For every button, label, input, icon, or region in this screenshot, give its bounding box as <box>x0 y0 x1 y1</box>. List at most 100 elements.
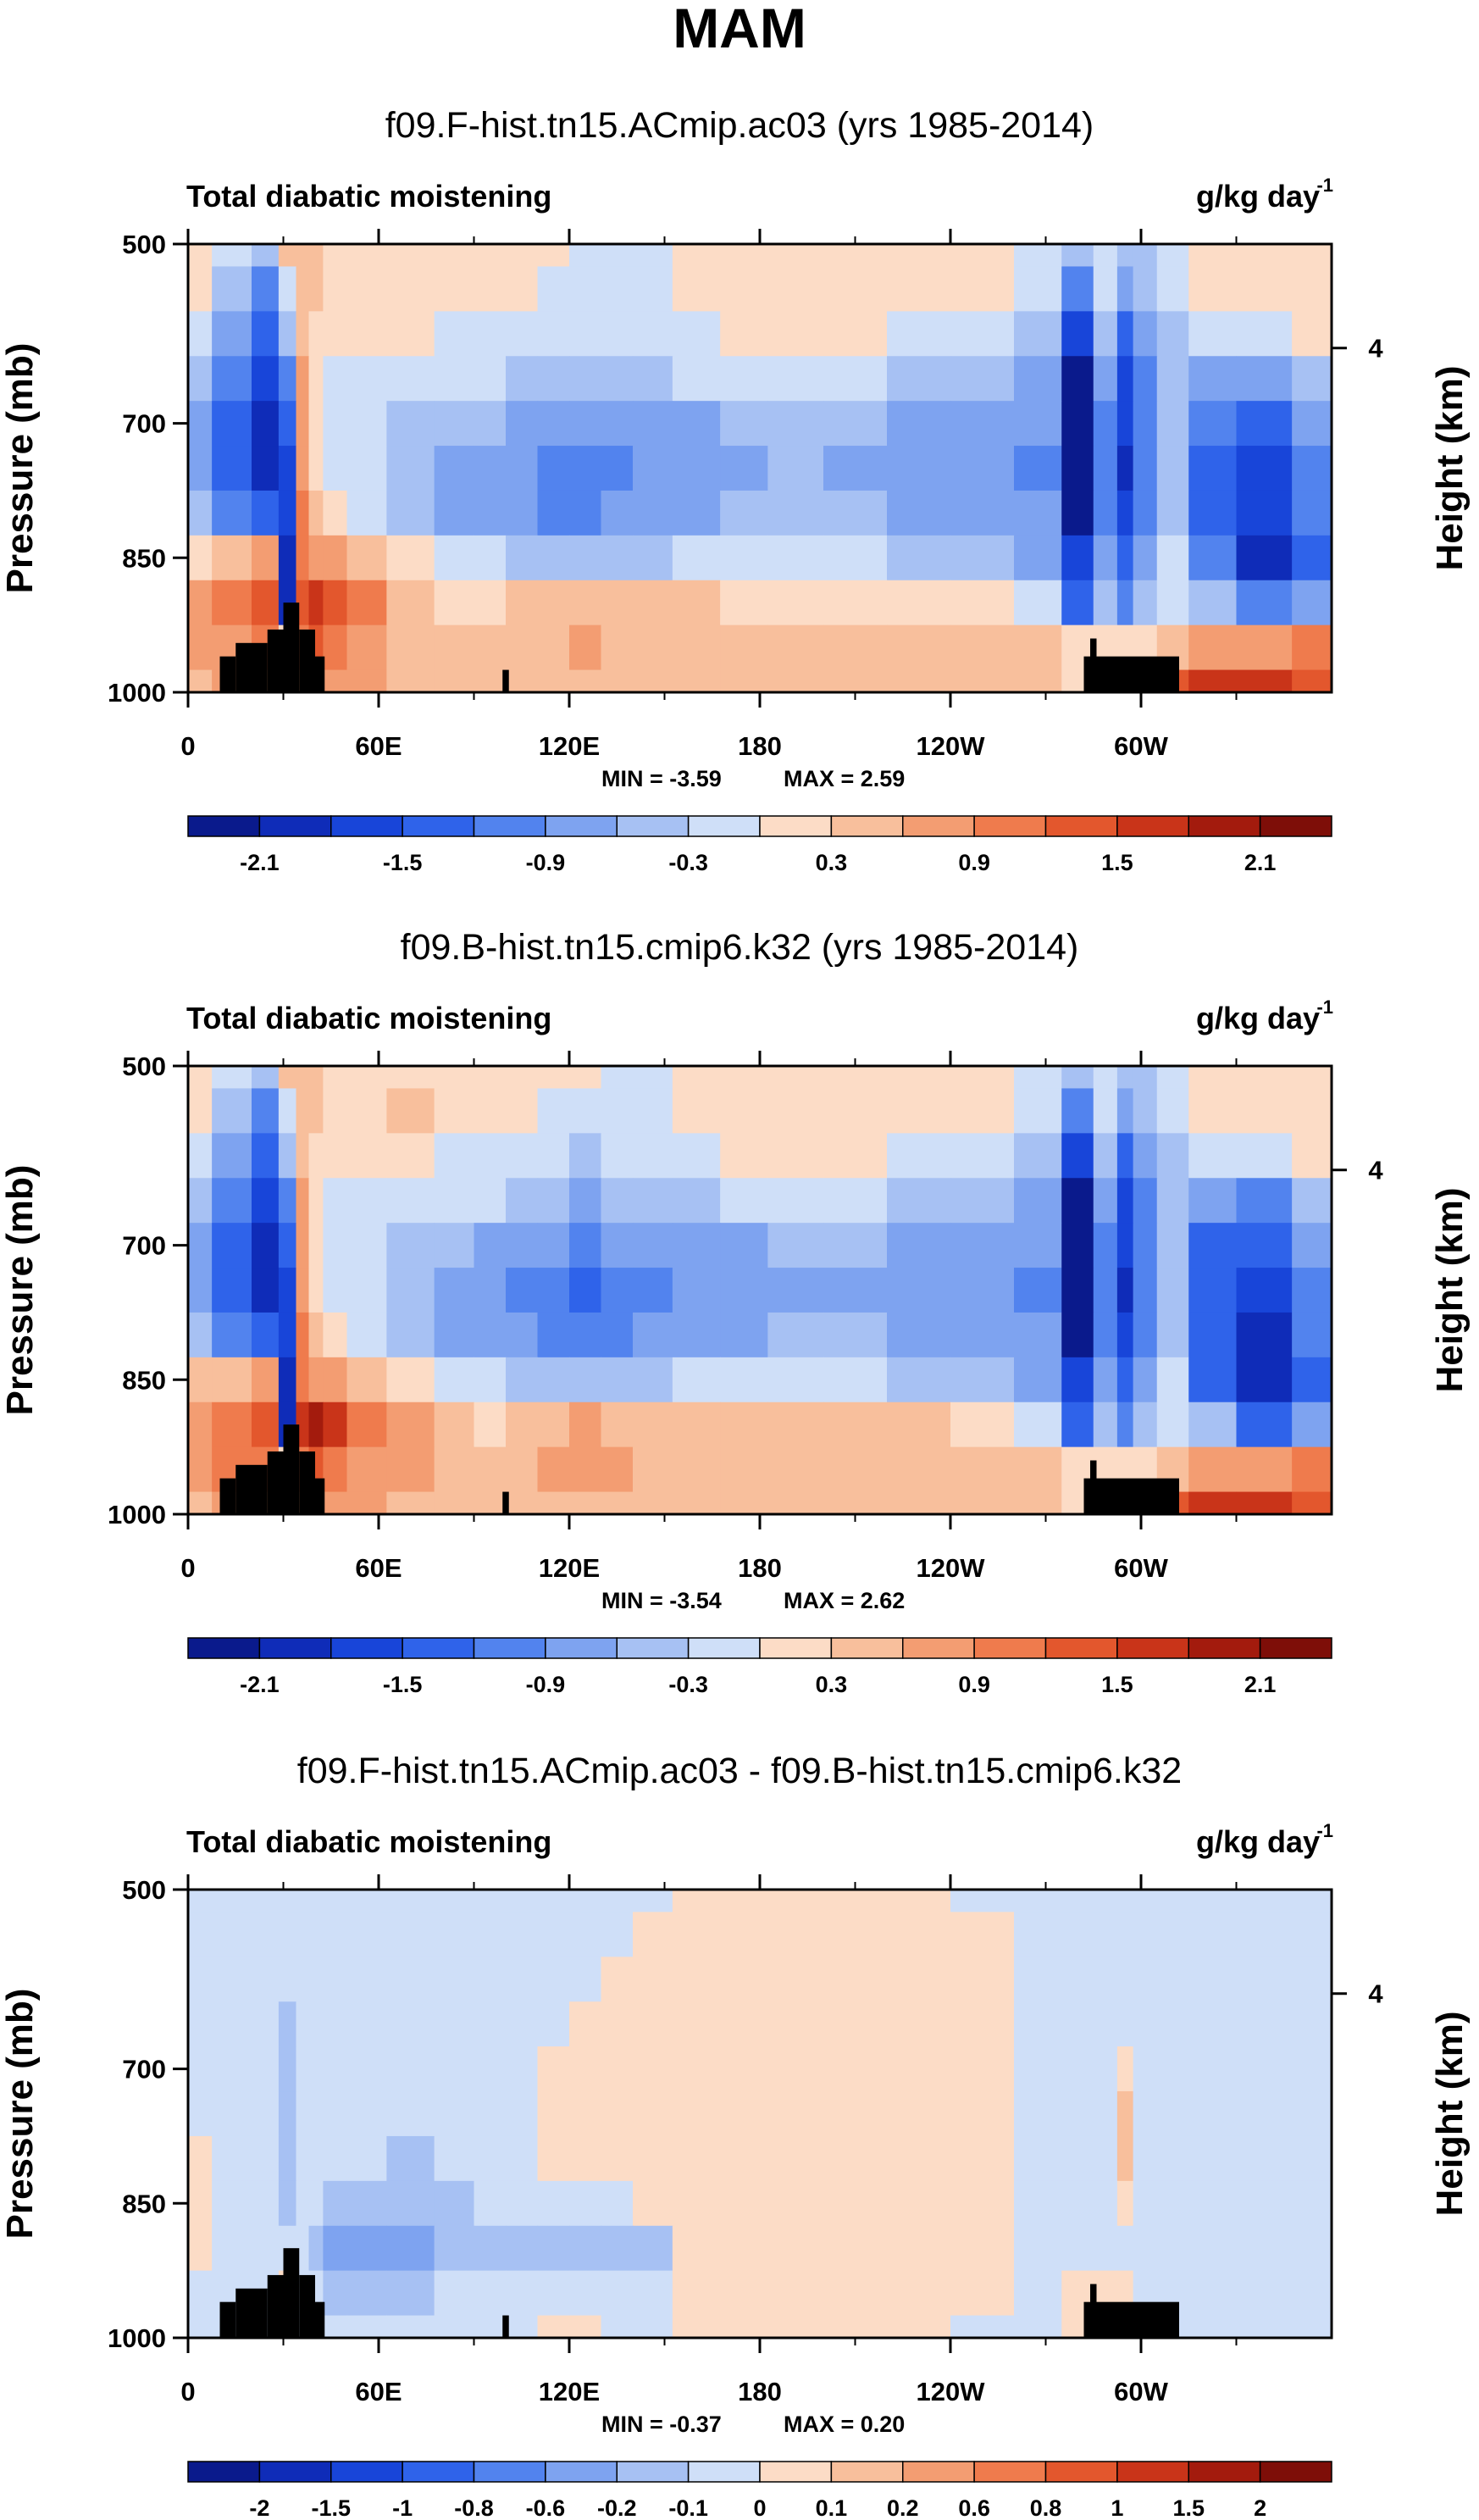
heatmap-cell <box>887 1890 951 1913</box>
heatmap-cell <box>434 2091 475 2137</box>
terrain-block <box>315 656 325 692</box>
heatmap-cell <box>569 266 602 312</box>
colorbar-label: -0.3 <box>668 850 708 875</box>
heatmap-cell <box>1188 1890 1238 1913</box>
heatmap-cell <box>633 1491 673 1515</box>
heatmap-cell <box>434 1890 475 1913</box>
heatmap-cell <box>188 669 213 693</box>
heatmap-cell <box>720 1223 768 1268</box>
heatmap-cell <box>1014 2270 1062 2317</box>
heatmap-cell <box>601 1957 634 2002</box>
heatmap-cell <box>601 624 634 671</box>
colorbar-swatch <box>330 815 403 837</box>
right-axis-title: Height (km) <box>1429 366 1471 571</box>
panel-title: f09.B-hist.tn15.cmip6.k32 (yrs 1985-2014… <box>401 927 1079 968</box>
heatmap-cell <box>308 2225 324 2272</box>
heatmap-cell <box>1188 1446 1238 1493</box>
heatmap-cell <box>434 2270 475 2317</box>
x-tick-label: 60W <box>1114 731 1168 761</box>
heatmap-cell <box>1093 580 1118 626</box>
heatmap-cell <box>1116 266 1134 312</box>
heatmap-cell <box>1236 2046 1293 2092</box>
heatmap-cell <box>1014 1133 1062 1179</box>
heatmap-cell <box>1188 1491 1238 1515</box>
heatmap-cell <box>1188 2225 1238 2272</box>
terrain-block <box>283 1424 300 1514</box>
heatmap-cell <box>506 580 539 626</box>
units-superscript: -1 <box>1316 996 1333 1018</box>
heatmap-cell <box>1116 1890 1134 1913</box>
terrain-block <box>315 1478 325 1514</box>
terrain-block <box>235 2288 268 2338</box>
heatmap-cell <box>537 1402 570 1448</box>
heatmap-cell <box>296 356 310 402</box>
colorbar-label: 0 <box>753 2495 766 2520</box>
heatmap-cell <box>720 669 768 693</box>
heatmap-cell <box>1061 2180 1094 2227</box>
heatmap-cell <box>823 2270 888 2317</box>
heatmap-cell <box>601 1912 634 1957</box>
heatmap-cell <box>823 1491 888 1515</box>
heatmap-cell <box>188 1912 213 1957</box>
heatmap-cell <box>569 490 602 536</box>
heatmap-cell <box>506 490 539 536</box>
heatmap-cell <box>633 401 673 447</box>
heatmap-cell <box>1061 356 1094 402</box>
heatmap-cell <box>1014 266 1062 312</box>
heatmap-cell <box>823 1133 888 1179</box>
heatmap-cell <box>1292 1912 1332 1957</box>
heatmap-cell <box>1188 1133 1238 1179</box>
heatmap-cell <box>386 2270 435 2317</box>
terrain-block <box>235 1464 268 1514</box>
x-tick-label: 180 <box>738 2377 782 2406</box>
heatmap-cell <box>252 2225 280 2272</box>
units-label: g/kg day <box>1196 1824 1320 1859</box>
heatmap-cell <box>823 580 888 626</box>
heatmap-cell <box>720 1088 768 1134</box>
heatmap-cell <box>1236 1312 1293 1358</box>
heatmap-cell <box>1236 2135 1293 2182</box>
heatmap-cell <box>323 356 348 402</box>
heatmap-cell <box>1292 1357 1332 1403</box>
heatmap-cell <box>1133 2046 1158 2092</box>
heatmap-cell <box>386 244 435 268</box>
heatmap-cell <box>1188 446 1238 491</box>
heatmap-cell <box>537 1491 570 1515</box>
heatmap-cell <box>346 580 387 626</box>
colorbar-label: 2.1 <box>1244 850 1277 875</box>
heatmap-cell <box>1156 244 1189 268</box>
heatmap-cell <box>1292 1133 1332 1179</box>
heatmap-cell <box>323 1491 348 1515</box>
heatmap-cell <box>537 580 570 626</box>
heatmap-cell <box>1292 356 1332 402</box>
heatmap-cell <box>633 1402 673 1448</box>
heatmap-cell <box>212 1223 252 1268</box>
heatmap-cell <box>569 1312 602 1358</box>
heatmap-cell <box>887 1066 951 1090</box>
heatmap-cell <box>950 2135 1015 2182</box>
heatmap-cell <box>1236 1957 1293 2002</box>
y-axis-title: Pressure (mb) <box>0 1165 41 1416</box>
colorbar-label: -0.8 <box>454 2495 494 2520</box>
heatmap-cell <box>296 1268 310 1313</box>
x-tick-label: 0 <box>180 731 195 761</box>
heatmap-cell <box>506 624 539 671</box>
heatmap-cell <box>823 1446 888 1493</box>
colorbar-swatch <box>1188 1637 1261 1659</box>
max-label: MAX = 2.62 <box>784 1588 905 1613</box>
heatmap-cell <box>767 2180 824 2227</box>
heatmap-cell <box>386 2091 435 2137</box>
heatmap-cell <box>252 356 280 402</box>
heatmap-cell <box>212 1912 252 1957</box>
x-tick-label: 120E <box>539 731 600 761</box>
heatmap-cell <box>569 669 602 693</box>
heatmap-cell <box>252 311 280 357</box>
heatmap-cell <box>296 244 310 268</box>
heatmap-cell <box>296 1402 310 1448</box>
heatmap-cell <box>308 1957 324 2002</box>
heatmap-cell <box>537 535 570 581</box>
heatmap-cell <box>1061 266 1094 312</box>
heatmap-cell <box>569 1088 602 1134</box>
y-tick-label: 700 <box>122 1231 166 1261</box>
